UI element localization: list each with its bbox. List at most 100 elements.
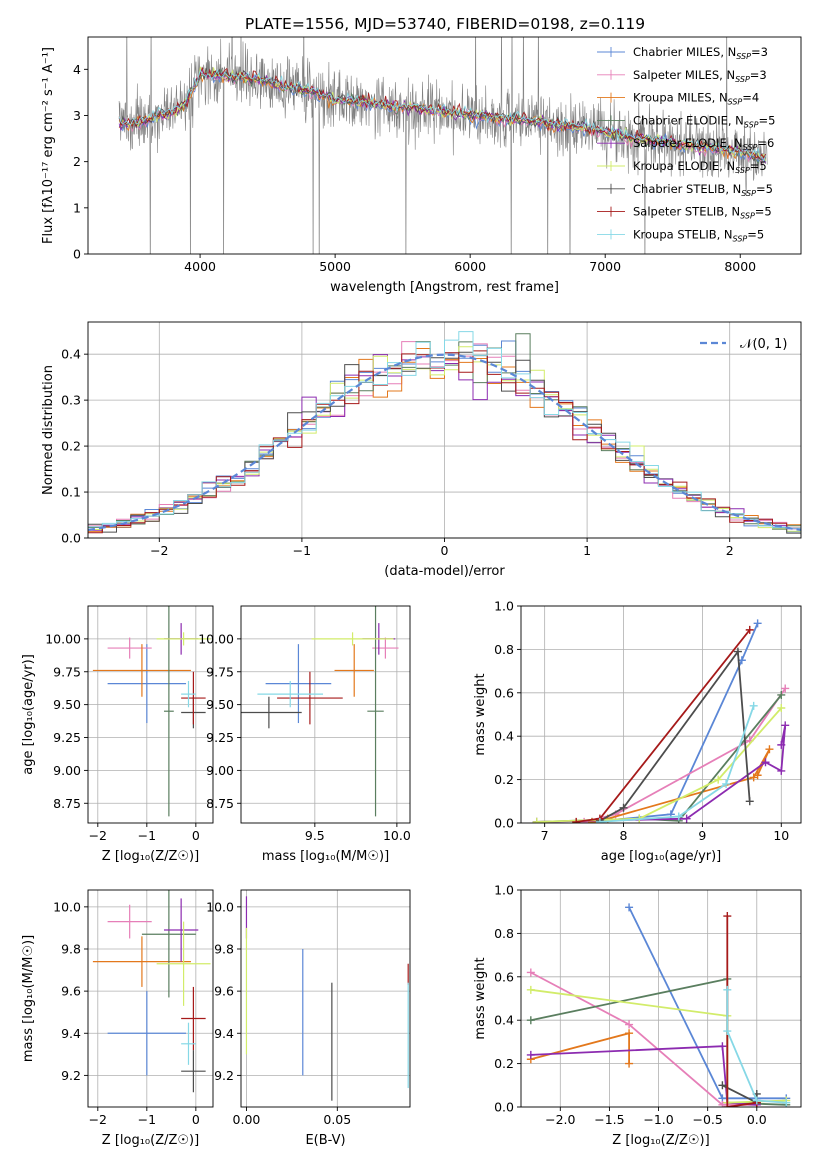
y-tick-label: 0.4 xyxy=(494,1013,514,1028)
mass_vs_Z-plot-area xyxy=(92,890,211,1093)
errorbar-salpeter-stelib xyxy=(277,671,343,725)
y-tick-label: 10.00 xyxy=(198,631,234,646)
y-tick-label: 0.8 xyxy=(494,642,514,657)
y-tick-label: 0 xyxy=(73,247,81,262)
age_vs_Z-plot-area xyxy=(92,606,211,817)
data-point xyxy=(765,745,774,754)
errorbar-chabrier-stelib xyxy=(181,1050,206,1093)
errorbar-chabrier-miles xyxy=(265,644,332,724)
x-tick-label: 8 xyxy=(620,828,628,843)
data-point xyxy=(782,1098,791,1107)
weight_vs_age-panel: 7 8 9 10 0.0 0.2 0.4 0.6 0.8 1.0 age [log₁₀(age/yr… xyxy=(473,599,802,864)
y-tick-label: 9.25 xyxy=(53,730,81,745)
x-tick-label: 9 xyxy=(698,828,706,843)
data-point xyxy=(625,1020,634,1029)
y-tick-label: 9.8 xyxy=(214,941,234,956)
y-tick-label: 2 xyxy=(73,154,81,169)
weight_vs_Z-plot-area xyxy=(526,903,791,1107)
data-point xyxy=(723,985,732,994)
weight_vs_Z-panel: −2.0 −1.5 −1.0 −0.5 0.0 0.0 0.2 0.4 0.6 0.8 1.0 Z [… xyxy=(473,883,802,1148)
series-line xyxy=(530,1032,630,1064)
model-spectrum-salpeter-stelib xyxy=(118,67,766,159)
data-point xyxy=(714,775,723,784)
x-tick-label: −2 xyxy=(89,1112,107,1127)
x-axis-label: age [log₁₀(age/yr)] xyxy=(601,849,722,864)
errorbar-kroupa-miles xyxy=(92,644,191,697)
axes-frame xyxy=(87,36,802,255)
errorbar-salpeter-miles xyxy=(107,904,152,939)
y-tick-label: 9.6 xyxy=(214,984,234,999)
legend-label: Kroupa STELIB, NSSP=5 xyxy=(633,227,764,243)
y-tick-label: 3 xyxy=(73,108,81,123)
residuals-plot-area xyxy=(88,331,801,535)
legend-label-suffix: =5 xyxy=(747,227,764,241)
x-tick-label: 0.00 xyxy=(233,1112,261,1127)
y-tick-label: 1 xyxy=(73,200,81,215)
axes-frame xyxy=(87,889,214,1108)
legend-label-main: Chabrier ELODIE, N xyxy=(633,113,744,127)
observed-spectrum xyxy=(118,37,768,254)
errorbar-chabrier-elodie xyxy=(163,606,174,817)
series-salpeter-stelib xyxy=(572,625,754,823)
axes-frame xyxy=(520,605,802,824)
x-tick-label: 0.05 xyxy=(323,1112,351,1127)
axes-frame xyxy=(87,605,214,824)
y-tick-label: 0.6 xyxy=(494,685,514,700)
data-point xyxy=(753,771,762,780)
data-point xyxy=(674,812,683,821)
x-tick-label: 0.0 xyxy=(747,1112,767,1127)
data-point xyxy=(625,903,634,912)
y-tick-label: 9.4 xyxy=(61,1026,81,1041)
legend-label-main: Salpeter ELODIE, N xyxy=(633,136,743,150)
legend-label-suffix: =5 xyxy=(756,182,773,196)
data-point xyxy=(777,740,786,749)
data-point xyxy=(722,779,731,788)
x-tick-label: −0.5 xyxy=(692,1112,722,1127)
y-tick-label: 9.2 xyxy=(61,1068,81,1083)
errorbar-chabrier-elodie xyxy=(367,606,384,817)
data-point xyxy=(619,803,628,812)
data-point xyxy=(532,817,541,823)
y-tick-label: 0.0 xyxy=(494,816,514,831)
legend-label-sub: SSP xyxy=(728,98,743,107)
y-axis-label: Flux [fλ10⁻¹⁷ erg cm⁻² s⁻¹ A⁻¹] xyxy=(41,47,56,244)
mass_vs_ebv-plot-area xyxy=(245,896,409,1101)
y-tick-label: 9.50 xyxy=(53,697,81,712)
x-tick-label: 4000 xyxy=(184,259,216,274)
y-tick-label: 1.0 xyxy=(494,599,514,614)
y-axis-label: mass weight xyxy=(473,957,488,1039)
series-salpeter-elodie xyxy=(532,721,790,823)
x-tick-label: 2 xyxy=(726,543,734,558)
y-tick-label: 1.0 xyxy=(494,883,514,898)
legend-label-suffix: =4 xyxy=(742,91,759,105)
data-point xyxy=(595,817,604,823)
legend-label-sub: SSP xyxy=(741,189,756,198)
data-point xyxy=(718,1100,727,1107)
y-tick-label: 9.50 xyxy=(206,697,234,712)
x-axis-label: mass [log₁₀(M/M☉)] xyxy=(262,849,389,864)
series-line xyxy=(628,907,787,1100)
data-point xyxy=(777,703,786,712)
age_vs_mass-plot-area xyxy=(241,606,399,817)
weight_vs_age-plot-area xyxy=(532,619,790,823)
x-axis-label: Z [log₁₀(Z/Z☉)] xyxy=(102,1133,199,1148)
age_vs_mass-panel: 9.5 10.0 8.75 9.00 9.25 9.50 9.75 10.00 mass [lo… xyxy=(198,605,411,864)
y-tick-label: 10.0 xyxy=(53,899,81,914)
x-axis-label: E(B-V) xyxy=(305,1133,345,1148)
x-tick-label: 1 xyxy=(583,543,591,558)
series-line xyxy=(530,1045,757,1106)
legend-label-main: Kroupa ELODIE, N xyxy=(633,159,735,173)
errorbar-kroupa-stelib xyxy=(181,680,196,708)
series-salpeter-stelib xyxy=(723,912,761,1107)
legend-label-main: Chabrier STELIB, N xyxy=(633,182,741,196)
series-line xyxy=(591,623,759,823)
series-kroupa-stelib xyxy=(723,985,791,1107)
x-tick-label: 0 xyxy=(441,543,449,558)
errorbar-salpeter-stelib xyxy=(181,671,206,725)
y-axis-label: mass [log₁₀(M/M☉)] xyxy=(21,935,36,1062)
errorbar-kroupa-miles xyxy=(92,936,191,987)
series-kroupa-miles xyxy=(526,1029,634,1068)
axes-frame xyxy=(240,605,411,824)
data-point xyxy=(745,797,754,806)
